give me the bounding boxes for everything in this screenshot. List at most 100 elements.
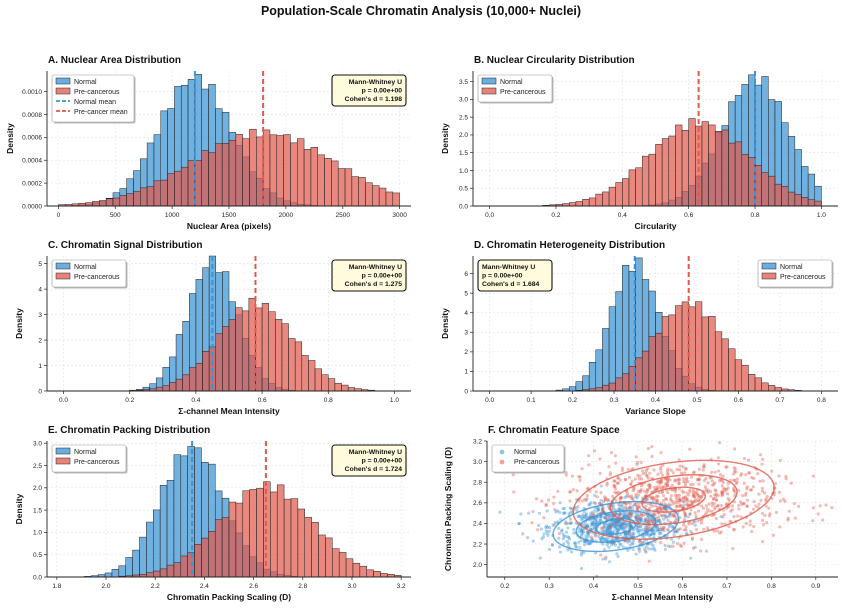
normal-point [614, 525, 618, 529]
precancer-bar [701, 316, 709, 392]
precancer-point [588, 489, 592, 493]
normal-point [595, 521, 599, 525]
y-tick-label: 2.5 [459, 114, 468, 121]
normal-point [567, 537, 572, 541]
precancer-point [692, 499, 696, 504]
normal-point [599, 519, 603, 523]
normal-point [586, 523, 590, 528]
precancer-bar [146, 572, 154, 578]
precancer-point [693, 495, 697, 499]
x-tick-label: 2.6 [249, 583, 258, 590]
normal-point [538, 556, 542, 560]
precancer-point [688, 490, 692, 494]
precancer-point [730, 508, 734, 512]
precancer-point [636, 473, 640, 478]
normal-point [579, 539, 583, 543]
x-tick-label: 1.0 [390, 397, 399, 404]
normal-point [663, 506, 667, 511]
y-tick-label: 3.0 [33, 441, 42, 448]
y-tick-label: 0.0 [33, 574, 42, 581]
normal-point [644, 545, 648, 549]
normal-point [672, 533, 676, 537]
precancer-point [701, 506, 706, 510]
precancer-point [673, 479, 677, 483]
precancer-point [593, 501, 598, 506]
precancer-point [719, 503, 723, 508]
normal-point [567, 512, 571, 516]
precancer-bar [301, 355, 309, 392]
normal-point [566, 541, 570, 545]
precancer-point [627, 476, 632, 480]
precancer-bar [392, 192, 400, 207]
precancer-bar [359, 565, 367, 578]
panel-title: F. Chromatin Feature Space [488, 425, 620, 436]
y-tick-label: 5 [464, 290, 468, 297]
normal-point [669, 512, 673, 516]
precancer-point [677, 482, 681, 486]
precancer-point [628, 501, 632, 506]
normal-point [601, 506, 605, 510]
precancer-point [696, 493, 700, 497]
normal-point [682, 503, 686, 507]
legend-entry: Pre-cancerous [74, 274, 120, 281]
precancer-point [773, 482, 778, 486]
legend: Normal Pre-cancerous Normal mean Pre-cancer… [51, 74, 136, 124]
normal-point [617, 524, 621, 528]
precancer-point [693, 491, 697, 495]
normal-point [602, 522, 606, 526]
normal-point [599, 537, 603, 542]
normal-point [648, 518, 652, 522]
normal-point [618, 522, 623, 526]
precancer-bar [721, 129, 729, 207]
normal-point [652, 532, 656, 536]
precancer-point [820, 518, 825, 522]
precancer-contour [641, 486, 707, 513]
precancer-point [613, 487, 618, 491]
x-tick-label: 0 [57, 212, 61, 219]
precancer-bar [338, 552, 347, 578]
precancer-point [718, 531, 722, 535]
precancer-point [631, 488, 635, 493]
panel-title: C. Chromatin Signal Distribution [48, 240, 202, 251]
x-tick-label: 0.0 [485, 212, 494, 219]
precancer-bar [249, 128, 257, 207]
precancer-point [704, 476, 708, 480]
precancer-point [607, 516, 611, 520]
normal-point [646, 514, 651, 518]
normal-point [517, 521, 521, 526]
normal-bar [166, 480, 175, 578]
normal-point [613, 519, 617, 523]
normal-point [658, 527, 663, 532]
y-axis-label: Density [440, 308, 450, 339]
precancer-point [630, 513, 634, 518]
precancer-point [721, 480, 725, 484]
normal-point [613, 524, 617, 529]
normal-point [586, 532, 590, 536]
x-tick-label: 0.4 [651, 397, 660, 404]
precancer-point [732, 527, 736, 532]
precancer-bar [256, 136, 264, 207]
stats-d: Cohen's d = 1.275 [345, 281, 403, 288]
precancer-point [640, 477, 644, 481]
normal-point [689, 556, 693, 560]
normal-point [631, 547, 635, 551]
precancer-point [713, 492, 717, 497]
precancer-point [540, 499, 544, 503]
precancer-point [792, 501, 796, 506]
normal-point [602, 525, 606, 529]
normal-point [642, 539, 646, 544]
precancer-point [660, 528, 664, 532]
normal-point [643, 519, 647, 523]
precancer-point [585, 494, 589, 498]
normal-point [590, 522, 595, 527]
precancer-point [722, 487, 726, 491]
precancer-bar [180, 555, 188, 578]
precancer-point [661, 507, 665, 511]
precancer-point [638, 513, 642, 517]
precancer-point [729, 509, 733, 513]
precancer-bar [276, 135, 284, 207]
precancer-point [778, 525, 782, 529]
precancer-point [645, 474, 649, 478]
normal-point [616, 524, 620, 528]
